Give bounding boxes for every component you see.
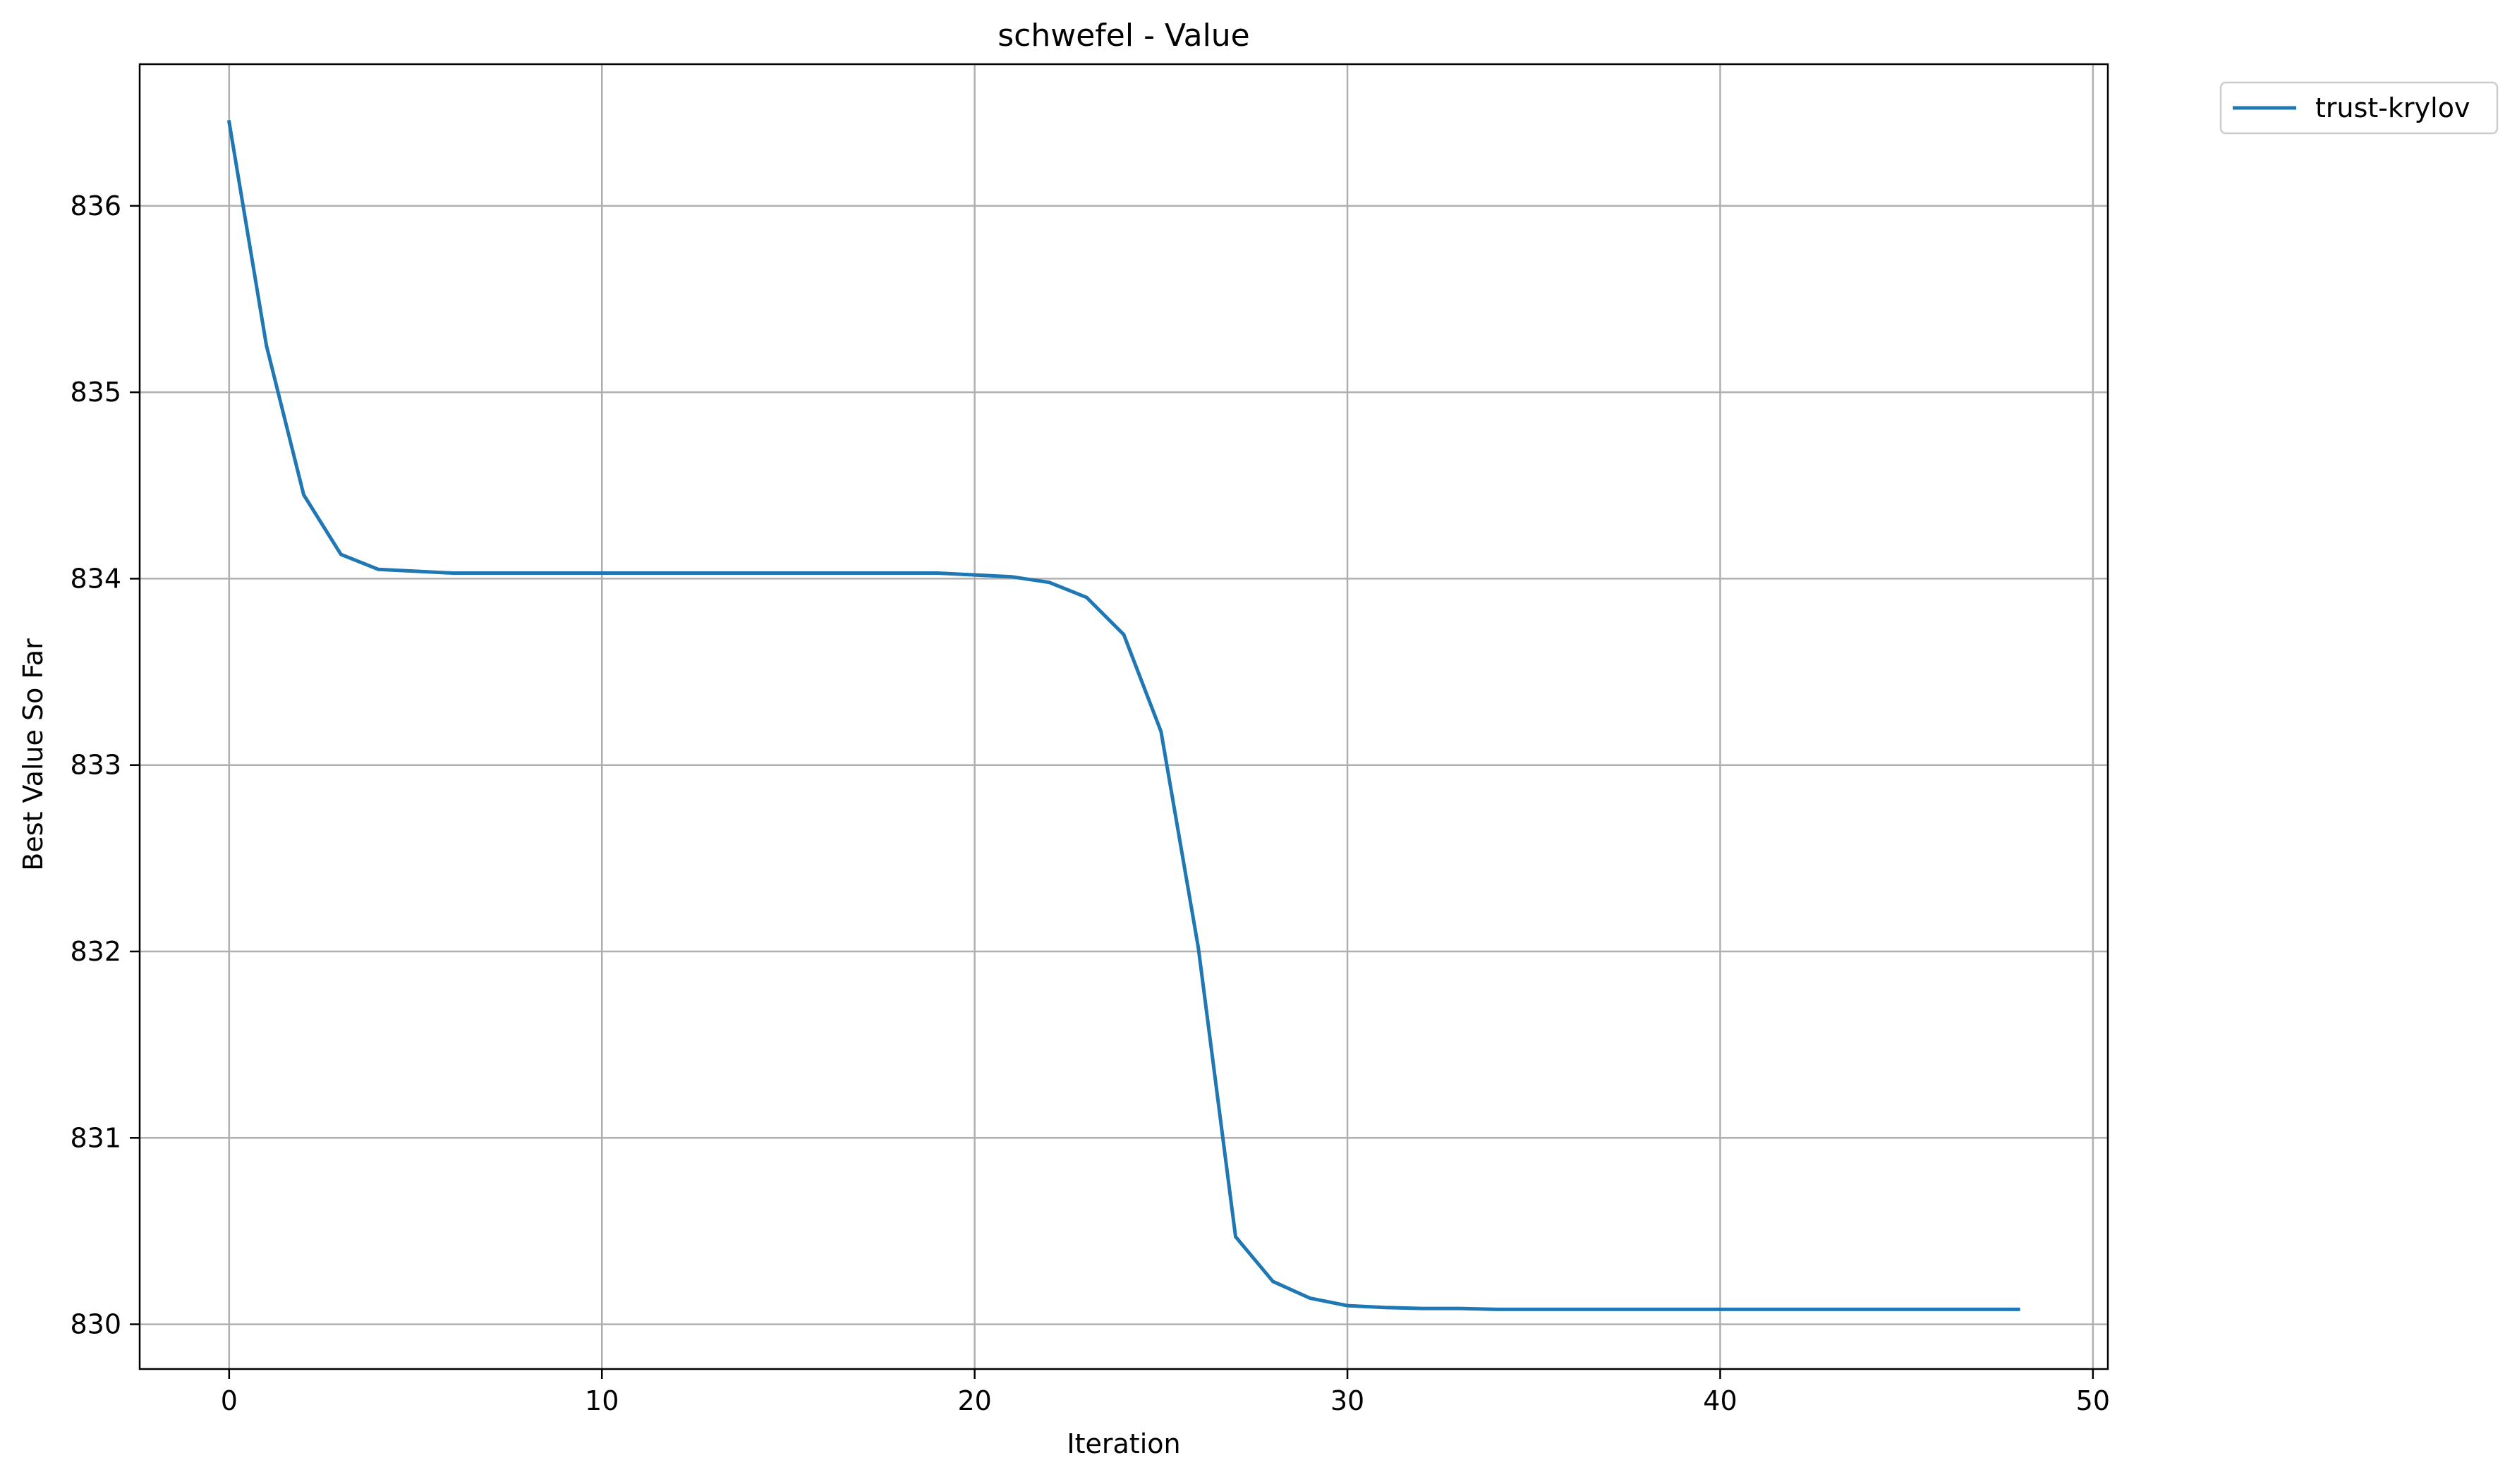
y-tick-label: 834: [70, 563, 121, 594]
y-tick-label: 831: [70, 1122, 121, 1153]
y-axis-label: Best Value So Far: [18, 638, 49, 871]
series-line-trust-krylov: [226, 120, 2020, 1311]
x-tick-label: 40: [1703, 1385, 1737, 1416]
plot-frame: [138, 63, 2109, 1370]
legend-box: [2219, 81, 2499, 135]
x-tick-label: 0: [221, 1385, 238, 1416]
y-tick-label: 832: [70, 936, 121, 967]
legend-label: trust-krylov: [2315, 92, 2470, 123]
y-axis: 830 831 832 833 834 835 836: [70, 190, 140, 1340]
y-tick-label: 835: [70, 377, 121, 408]
x-tick-label: 30: [1330, 1385, 1364, 1416]
y-tick-label: 830: [70, 1309, 121, 1340]
series-layer: [226, 120, 2020, 1311]
x-tick-label: 50: [2076, 1385, 2110, 1416]
x-axis-label: Iteration: [1067, 1428, 1180, 1459]
chart-title: schwefel - Value: [997, 18, 1250, 54]
y-tick-label: 833: [70, 750, 121, 781]
y-tick-label: 836: [70, 190, 121, 221]
x-axis: 0 10 20 30 40 50: [221, 1369, 2110, 1416]
grid-lines: [140, 64, 2108, 1369]
legend: trust-krylov: [2219, 81, 2499, 135]
x-tick-label: 10: [585, 1385, 619, 1416]
x-tick-label: 20: [957, 1385, 991, 1416]
